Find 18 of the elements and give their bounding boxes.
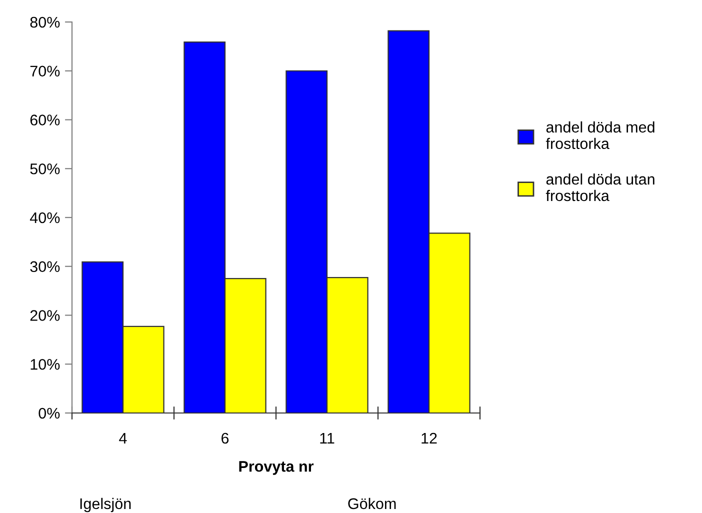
legend-label: andel döda utan frosttorka: [546, 173, 654, 202]
text: Igelsjön: [80, 498, 131, 512]
x-tick-label: 6: [222, 432, 229, 444]
y-tick-label: 20%: [30, 310, 60, 321]
y-tick-label: 30%: [30, 261, 60, 272]
y-tick-label: 50%: [30, 163, 60, 174]
legend-label: andel döda med frosttorka: [546, 121, 654, 150]
text: Gökom: [348, 498, 396, 510]
y-tick-label: 10%: [30, 358, 60, 370]
x-tick-label: 4: [119, 433, 127, 444]
x-tick-label: 11: [320, 433, 334, 444]
y-tick-label: 60%: [30, 114, 60, 126]
y-tick-label: 70%: [30, 66, 60, 77]
y-tick-label: 80%: [30, 16, 60, 28]
x-axis-title: Provyta nr: [239, 461, 314, 475]
y-tick-label: 40%: [30, 212, 60, 224]
y-tick-label: 0%: [38, 408, 60, 419]
x-tick-label: 12: [422, 432, 437, 444]
